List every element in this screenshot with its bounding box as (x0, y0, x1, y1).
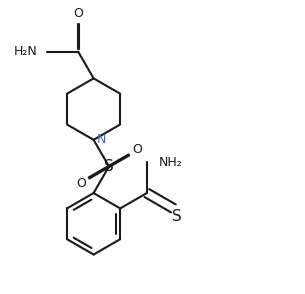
Text: H₂N: H₂N (13, 45, 37, 58)
Text: O: O (132, 143, 142, 156)
Text: N: N (97, 133, 106, 146)
Text: S: S (172, 209, 181, 224)
Text: S: S (104, 159, 114, 174)
Text: NH₂: NH₂ (159, 156, 183, 169)
Text: O: O (73, 7, 83, 20)
Text: O: O (76, 177, 86, 190)
